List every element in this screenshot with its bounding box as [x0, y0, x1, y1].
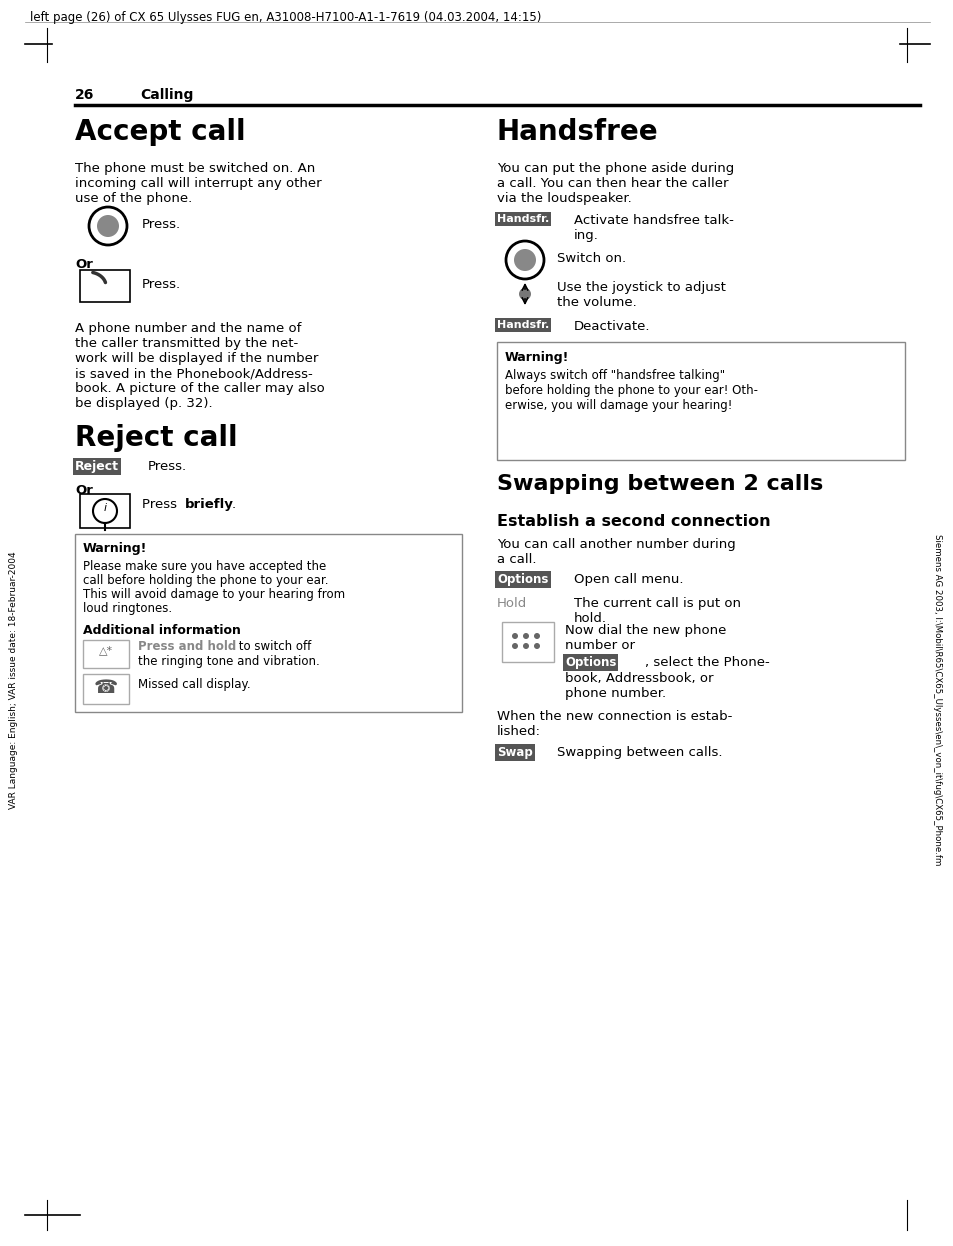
Circle shape — [512, 643, 517, 649]
Text: the ringing tone and vibration.: the ringing tone and vibration. — [138, 655, 319, 668]
Text: a call.: a call. — [497, 553, 536, 566]
Text: via the loudspeaker.: via the loudspeaker. — [497, 192, 631, 206]
Text: Press and hold: Press and hold — [138, 640, 236, 653]
Text: Now dial the new phone: Now dial the new phone — [564, 624, 725, 637]
Bar — [497, 341, 904, 460]
Text: book. A picture of the caller may also: book. A picture of the caller may also — [75, 383, 324, 395]
Text: , select the Phone-: , select the Phone- — [644, 655, 769, 669]
Text: Please make sure you have accepted the: Please make sure you have accepted the — [83, 559, 326, 573]
Text: Or: Or — [75, 258, 92, 270]
Circle shape — [534, 643, 539, 649]
Text: briefly: briefly — [185, 498, 233, 511]
Text: work will be displayed if the number: work will be displayed if the number — [75, 353, 318, 365]
Text: A phone number and the name of: A phone number and the name of — [75, 321, 301, 335]
Text: .: . — [232, 498, 236, 511]
Text: incoming call will interrupt any other: incoming call will interrupt any other — [75, 177, 321, 189]
Text: Press: Press — [142, 498, 181, 511]
Text: 26: 26 — [75, 88, 94, 102]
Bar — [80, 493, 130, 528]
Text: △*: △* — [99, 645, 113, 655]
Text: Warning!: Warning! — [83, 542, 147, 554]
Text: Calling: Calling — [140, 88, 193, 102]
Text: Press.: Press. — [142, 218, 181, 231]
Text: Hold: Hold — [497, 597, 527, 611]
Text: Deactivate.: Deactivate. — [574, 320, 650, 333]
Text: Handsfree: Handsfree — [497, 118, 658, 146]
Text: the volume.: the volume. — [557, 297, 636, 309]
Text: is saved in the Phonebook/Address-: is saved in the Phonebook/Address- — [75, 368, 313, 380]
Text: Establish a second connection: Establish a second connection — [497, 515, 770, 530]
Bar — [75, 535, 461, 711]
Text: Swapping between 2 calls: Swapping between 2 calls — [497, 473, 822, 493]
Bar — [83, 674, 129, 704]
Text: ☎: ☎ — [93, 678, 118, 697]
Text: Missed call display.: Missed call display. — [138, 678, 251, 692]
Text: lished:: lished: — [497, 725, 540, 738]
Text: VAR Language: English; VAR issue date: 18-Februar-2004: VAR Language: English; VAR issue date: 1… — [10, 551, 18, 809]
Text: The current call is put on: The current call is put on — [574, 597, 740, 611]
Text: Always switch off "handsfree talking": Always switch off "handsfree talking" — [504, 369, 724, 383]
Text: This will avoid damage to your hearing from: This will avoid damage to your hearing f… — [83, 588, 345, 601]
Text: the caller transmitted by the net-: the caller transmitted by the net- — [75, 336, 298, 350]
Bar — [83, 640, 129, 668]
Text: Or: Or — [75, 483, 92, 497]
Circle shape — [522, 643, 529, 649]
Text: loud ringtones.: loud ringtones. — [83, 602, 172, 616]
Text: phone number.: phone number. — [564, 687, 665, 700]
Text: number or: number or — [564, 639, 635, 652]
Text: Open call menu.: Open call menu. — [574, 573, 682, 586]
Text: Swapping between calls.: Swapping between calls. — [557, 746, 721, 759]
Text: Switch on.: Switch on. — [557, 252, 625, 265]
Text: Warning!: Warning! — [504, 351, 569, 364]
Text: Accept call: Accept call — [75, 118, 245, 146]
Circle shape — [97, 216, 119, 237]
Bar — [501, 622, 554, 662]
Text: Additional information: Additional information — [83, 624, 240, 637]
Circle shape — [89, 207, 127, 245]
Text: You can call another number during: You can call another number during — [497, 538, 735, 551]
Text: before holding the phone to your ear! Oth-: before holding the phone to your ear! Ot… — [504, 384, 758, 397]
Circle shape — [522, 633, 529, 639]
Circle shape — [518, 288, 531, 300]
Text: Press.: Press. — [148, 460, 187, 473]
Text: ing.: ing. — [574, 229, 598, 242]
Text: Handsfr.: Handsfr. — [497, 214, 549, 224]
Text: When the new connection is estab-: When the new connection is estab- — [497, 710, 732, 723]
Text: Siemens AG 2003, I:\Mobil\R65\CX65_Ulysses\en\_von_it\fug\CX65_Phone.fm: Siemens AG 2003, I:\Mobil\R65\CX65_Ulyss… — [933, 535, 942, 866]
Circle shape — [534, 633, 539, 639]
Bar — [80, 270, 130, 302]
Circle shape — [512, 633, 517, 639]
Text: Press.: Press. — [142, 278, 181, 292]
Text: hold.: hold. — [574, 612, 606, 625]
Text: call before holding the phone to your ear.: call before holding the phone to your ea… — [83, 574, 328, 587]
Text: i: i — [103, 503, 107, 513]
Text: Options: Options — [497, 573, 548, 586]
Text: book, Addressbook, or: book, Addressbook, or — [564, 672, 713, 685]
Text: Activate handsfree talk-: Activate handsfree talk- — [574, 214, 733, 227]
Text: Reject: Reject — [75, 460, 119, 473]
Circle shape — [505, 240, 543, 279]
Text: be displayed (p. 32).: be displayed (p. 32). — [75, 397, 213, 410]
Text: left page (26) of CX 65 Ulysses FUG en, A31008-H7100-A1-1-7619 (04.03.2004, 14:1: left page (26) of CX 65 Ulysses FUG en, … — [30, 11, 540, 24]
Circle shape — [514, 249, 536, 270]
Text: use of the phone.: use of the phone. — [75, 192, 193, 206]
Text: Use the joystick to adjust: Use the joystick to adjust — [557, 282, 725, 294]
Text: erwise, you will damage your hearing!: erwise, you will damage your hearing! — [504, 399, 732, 412]
Text: Options: Options — [564, 655, 616, 669]
Text: to switch off: to switch off — [234, 640, 311, 653]
Text: The phone must be switched on. An: The phone must be switched on. An — [75, 162, 314, 174]
Circle shape — [92, 498, 117, 523]
Text: Reject call: Reject call — [75, 424, 237, 452]
Text: Swap: Swap — [497, 746, 532, 759]
Text: Handsfr.: Handsfr. — [497, 320, 549, 330]
Text: a call. You can then hear the caller: a call. You can then hear the caller — [497, 177, 728, 189]
Text: You can put the phone aside during: You can put the phone aside during — [497, 162, 734, 174]
